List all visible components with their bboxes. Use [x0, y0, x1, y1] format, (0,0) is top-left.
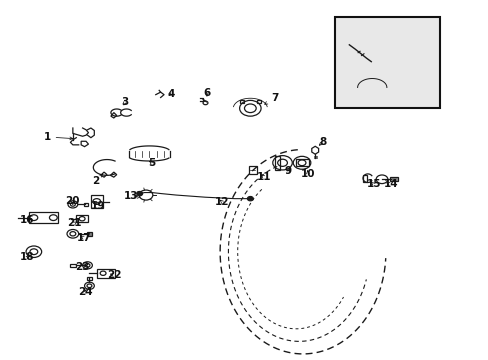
- Text: 12: 12: [215, 197, 229, 207]
- Bar: [334, 17, 439, 108]
- Text: 7: 7: [264, 93, 278, 104]
- Circle shape: [137, 192, 142, 196]
- Text: 13: 13: [124, 191, 138, 201]
- Text: 18: 18: [20, 252, 35, 262]
- Text: 10: 10: [300, 168, 314, 179]
- Text: 14: 14: [383, 179, 397, 189]
- Text: 20: 20: [65, 196, 80, 206]
- Text: 16: 16: [20, 215, 35, 225]
- Text: 24: 24: [78, 287, 92, 297]
- Text: 11: 11: [256, 172, 271, 182]
- Text: 22: 22: [107, 270, 122, 280]
- Text: 1: 1: [43, 132, 73, 142]
- Text: 8: 8: [318, 138, 325, 147]
- Text: 23: 23: [75, 262, 90, 272]
- Text: 19: 19: [91, 201, 105, 211]
- Text: 2: 2: [92, 174, 102, 186]
- Text: 5: 5: [148, 158, 155, 168]
- Text: 15: 15: [366, 179, 380, 189]
- Circle shape: [247, 197, 253, 201]
- Text: 17: 17: [77, 233, 92, 243]
- Text: 3: 3: [121, 97, 128, 107]
- Text: 6: 6: [203, 88, 210, 98]
- Text: 25: 25: [424, 68, 439, 78]
- Text: 4: 4: [167, 89, 175, 99]
- Text: 9: 9: [284, 166, 291, 176]
- Text: 21: 21: [67, 218, 82, 228]
